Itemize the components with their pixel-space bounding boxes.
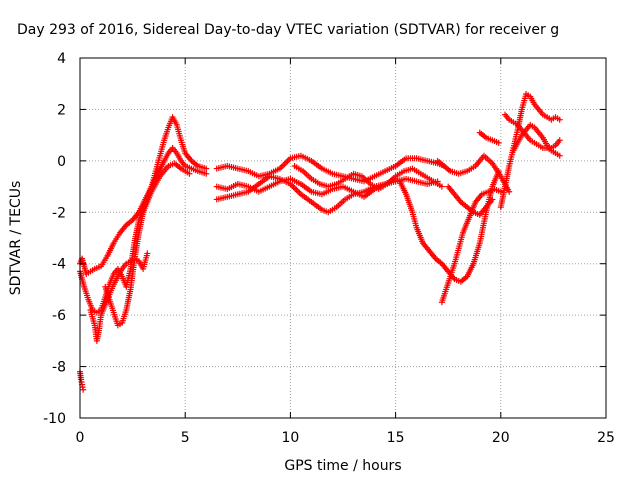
plot-frame (79, 57, 607, 419)
y-tick-label: 2 (57, 102, 66, 118)
x-tick-label: 25 (597, 430, 615, 446)
x-tick-label: 20 (492, 430, 510, 446)
chart-title: Day 293 of 2016, Sidereal Day-to-day VTE… (17, 22, 559, 38)
x-tick-label: 5 (181, 430, 190, 446)
data-point-s0-24 (203, 170, 210, 177)
y-tick-label: 0 (57, 154, 66, 170)
y-tick-label: -6 (52, 308, 66, 324)
data-point-s2-15 (144, 250, 151, 257)
y-tick-label: -2 (52, 205, 66, 221)
y-tick-label: -10 (43, 411, 66, 427)
grid-lines (80, 58, 606, 418)
x-tick-label: 0 (76, 430, 85, 446)
data-point-s11-9 (506, 188, 513, 195)
axis-ticks: 0 5 10 15 20 25 -10 -8 -6 -4 -2 0 2 4 (43, 51, 615, 446)
y-tick-label: 4 (57, 51, 66, 67)
data-point-s14-14 (556, 116, 563, 123)
y-tick-label: -8 (52, 360, 66, 376)
y-tick-label: -4 (52, 257, 66, 273)
data-points (77, 91, 563, 393)
data-point-s16-11 (556, 137, 563, 144)
x-axis-label: GPS time / hours (284, 458, 401, 474)
y-axis-label: SDTVAR / TECUs (8, 181, 24, 296)
x-tick-label: 15 (387, 430, 405, 446)
data-point-s15-13 (556, 152, 563, 159)
data-point-s4-3 (80, 386, 87, 393)
data-point-s1-29 (203, 165, 210, 172)
data-point-s10-11 (497, 188, 504, 195)
data-point-s12-7 (489, 196, 496, 203)
data-point-s8-18 (438, 183, 445, 190)
x-tick-label: 10 (281, 430, 299, 446)
data-point-s13-3 (495, 139, 502, 146)
data-point-s3-18 (186, 170, 193, 177)
